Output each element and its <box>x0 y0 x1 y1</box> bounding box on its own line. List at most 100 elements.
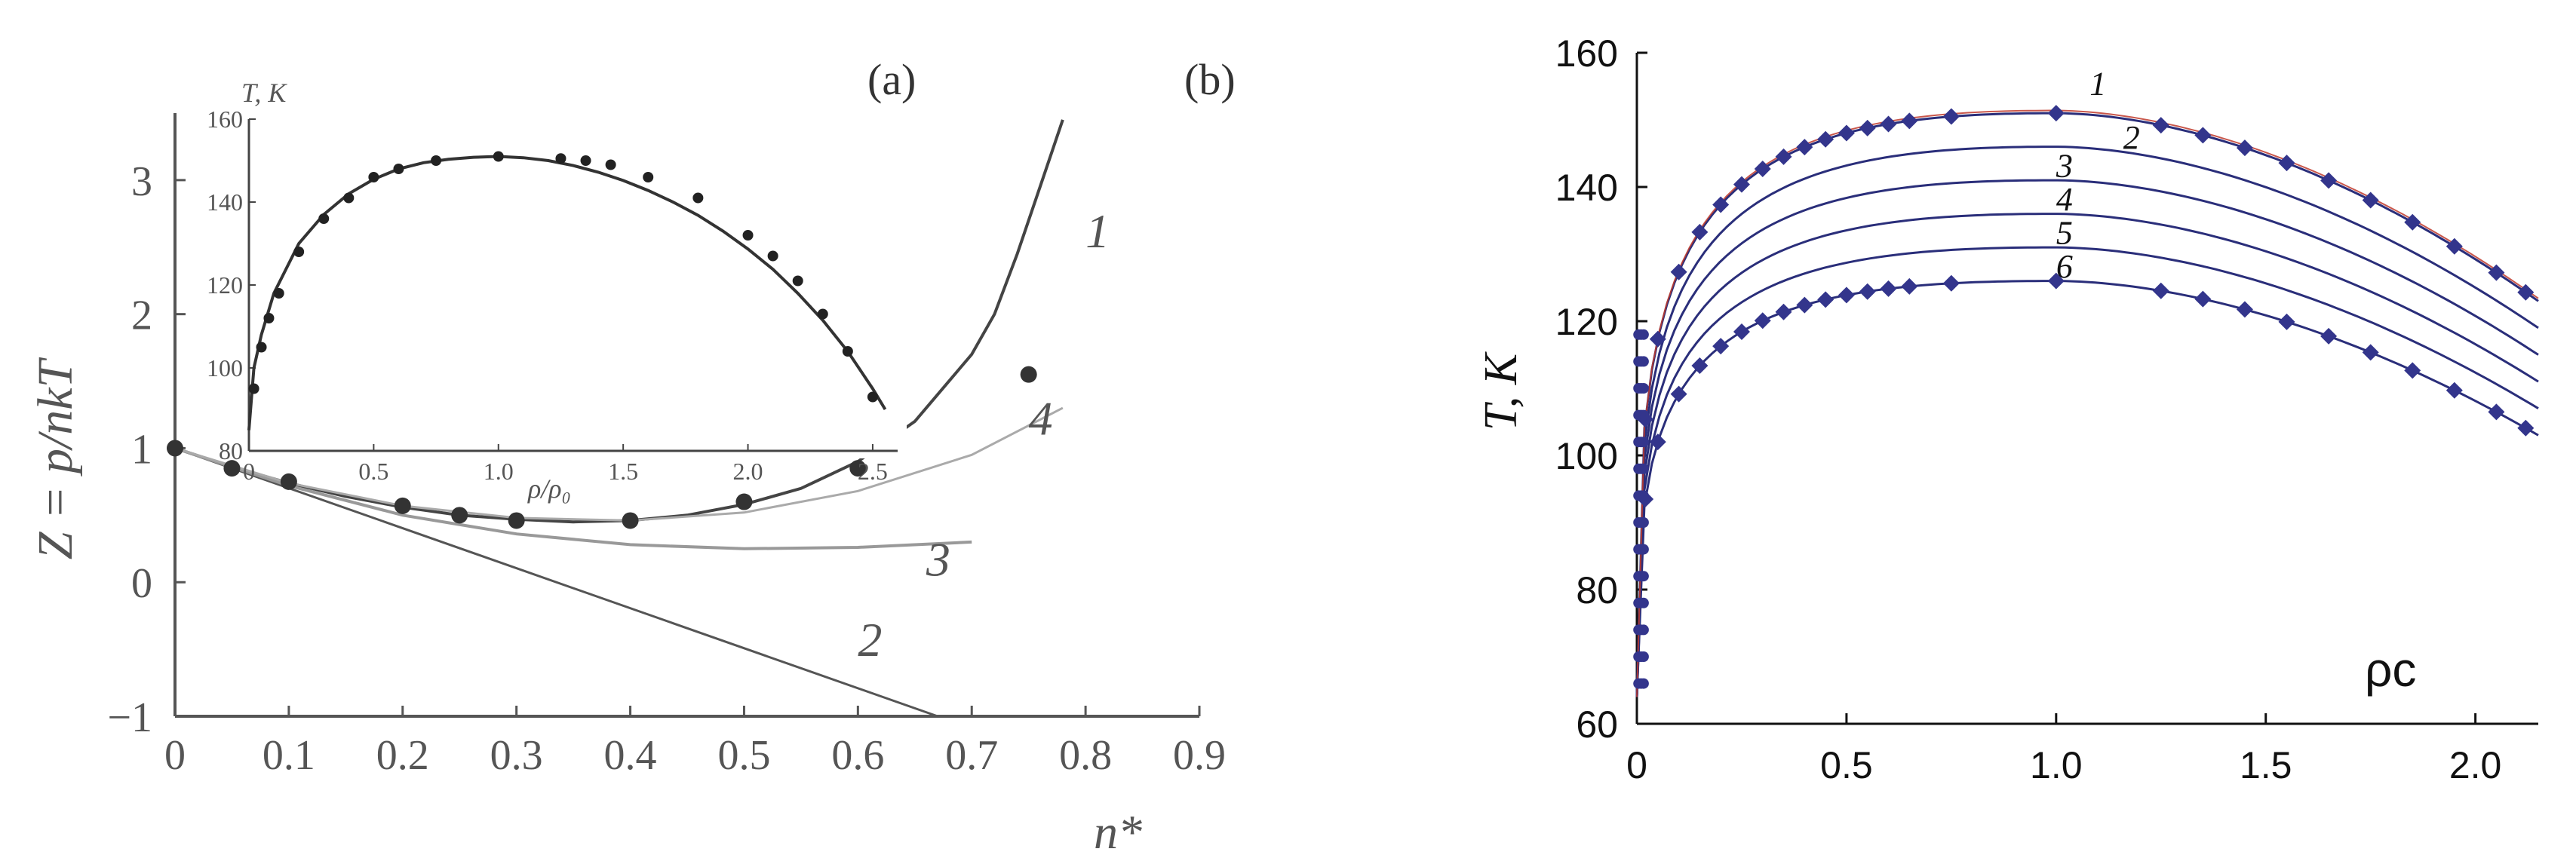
panel-b-x-tick-label: 1.5 <box>2240 744 2292 786</box>
panel-b-data-point <box>1754 161 1771 178</box>
panel-b-data-point <box>1691 223 1709 241</box>
panel-b-y-axis-label: T, K <box>1475 351 1527 431</box>
panel-b-data-point <box>2488 264 2505 281</box>
panel-b-y-tick-label: 60 <box>1576 703 1618 746</box>
panel-b-curve-label-3: 3 <box>2056 148 2073 185</box>
inset-binodal-curve <box>247 155 887 431</box>
panel-b-data-point <box>1638 678 1649 689</box>
panel-b-data-point <box>1880 115 1897 133</box>
inset-y-tick-label: 140 <box>207 188 243 216</box>
panel-a-x-tick-label: 0.6 <box>831 732 884 779</box>
panel-b-data-point <box>1638 571 1649 582</box>
panel-a-curve-label-2: 2 <box>858 613 882 666</box>
panel-a-x-tick-label: 0.1 <box>263 732 315 779</box>
panel-b-data-point <box>1670 385 1687 403</box>
panel-b-data-point <box>1638 544 1649 555</box>
inset-x-tick-label: 1.0 <box>484 458 514 485</box>
inset-data-point <box>867 391 878 403</box>
inset-data-point <box>692 192 704 204</box>
panel-b-label: (b) <box>1184 55 1236 104</box>
panel-b-data-point <box>1775 148 1792 165</box>
panel-a-curve-label-3: 3 <box>926 532 950 586</box>
panel-b-data-point <box>1754 312 1771 329</box>
panel-a-data-point <box>1020 366 1037 383</box>
inset-data-point <box>431 155 442 166</box>
panel-b-data-point <box>2517 419 2535 437</box>
panel-a-points <box>167 366 1037 529</box>
panel-a-x-tick-label: 0.2 <box>376 732 429 779</box>
inset-y-tick-label: 80 <box>219 437 243 464</box>
panel-b-data-point <box>1638 624 1649 636</box>
inset-x-tick-label: 2.0 <box>733 458 763 485</box>
panel-a-y-tick-label: 3 <box>131 158 152 205</box>
panel-b-data-point <box>1838 287 1855 304</box>
inset-data-point <box>318 213 330 224</box>
panel-b-curve-6 <box>1635 280 2539 697</box>
inset-data-point <box>842 346 853 357</box>
panel-b-data-point <box>2152 117 2169 134</box>
panel-b-x-tick-label: 0 <box>1626 744 1647 786</box>
panel-a-label: (a) <box>867 55 916 104</box>
inset-data-point <box>393 164 404 174</box>
panel-a-data-point <box>849 460 867 477</box>
panel-a-y-tick-label: −1 <box>107 694 152 741</box>
panel-b-data-point <box>1638 490 1649 501</box>
panel-a-y-axis-label: Z = p/nkT <box>28 357 83 559</box>
panel-a-data-point <box>735 493 753 510</box>
inset-y-tick-label: 160 <box>207 106 243 133</box>
panel-b-data-point <box>1691 357 1709 375</box>
panel-b-data-point <box>1670 263 1687 280</box>
panel-b-data-point <box>2404 213 2421 231</box>
panel-b-data-point <box>2320 327 2338 345</box>
panel-a-curve-2 <box>174 446 938 718</box>
panel-b-data-point <box>1859 119 1876 136</box>
panel-b-curve-label-1: 1 <box>2089 65 2106 102</box>
panel-a-x-axis-label: n* <box>1094 805 1142 858</box>
panel-b-data-point <box>1942 274 1960 292</box>
panel-b-data-point <box>1880 280 1897 297</box>
panel-b-data-point <box>1649 330 1666 348</box>
panel-a-curve-label-4: 4 <box>1029 392 1053 446</box>
panel-b-data-point <box>1775 303 1792 320</box>
panel-a-x-tick-label: 0.4 <box>604 732 657 779</box>
panel-b-data-point <box>2047 272 2065 290</box>
panel-a-x-tick-label: 0.9 <box>1173 732 1226 779</box>
panel-b-data-point <box>1733 176 1750 193</box>
panel-a-x-tick-label: 0.5 <box>717 732 770 779</box>
inset-tick-labels: 0 0.5 1.0 1.5 2.0 2.5 80 100 120 140 160 <box>207 106 888 485</box>
inset-y-tick-label: 120 <box>207 271 243 299</box>
panel-a-y-tick-label: 1 <box>131 426 152 473</box>
inset-data-point <box>293 247 305 257</box>
panel-b-y-tick-label: 160 <box>1555 32 1618 75</box>
inset-x-tick-label: 2.5 <box>858 458 888 485</box>
inset-curve <box>247 155 887 431</box>
inset-data-point <box>273 288 284 299</box>
panel-a-data-point <box>622 512 639 529</box>
panel-b-data-point <box>1638 356 1649 367</box>
panel-b-y-tick-label: 80 <box>1576 569 1618 611</box>
panel-b-data-point <box>1712 338 1730 355</box>
panel-b-data-point <box>1838 124 1855 142</box>
panel-b-y-tick-label: 140 <box>1555 167 1618 209</box>
panel-b: (b) 0 0.5 1.0 1.5 2.0 60 80 100 120 140 160 12 3456… <box>1184 32 2539 786</box>
inset-data-point <box>742 230 754 241</box>
panel-b-data-point <box>2446 382 2463 399</box>
panel-b-data-point <box>1942 108 1960 125</box>
panel-b-data-point <box>1859 283 1876 300</box>
panel-b-data-point <box>1638 597 1649 608</box>
panel-b-data-point <box>1649 434 1666 451</box>
panel-b-data-point <box>2152 282 2169 299</box>
panel-a-data-point <box>508 512 525 529</box>
inset-y-tick-label: 100 <box>207 354 243 382</box>
inset-data-point <box>643 172 654 182</box>
panel-b-curve-label-4: 4 <box>2056 181 2073 218</box>
inset-background <box>243 112 907 458</box>
panel-a-y-tick-label: 0 <box>131 560 152 607</box>
panel-b-red-curve <box>1636 109 2539 697</box>
panel-b-curve-5 <box>1635 246 2539 697</box>
panel-b-y-tick-label: 100 <box>1555 435 1618 477</box>
panel-b-data-point <box>1638 437 1649 448</box>
panel-b-data-point <box>1638 517 1649 528</box>
